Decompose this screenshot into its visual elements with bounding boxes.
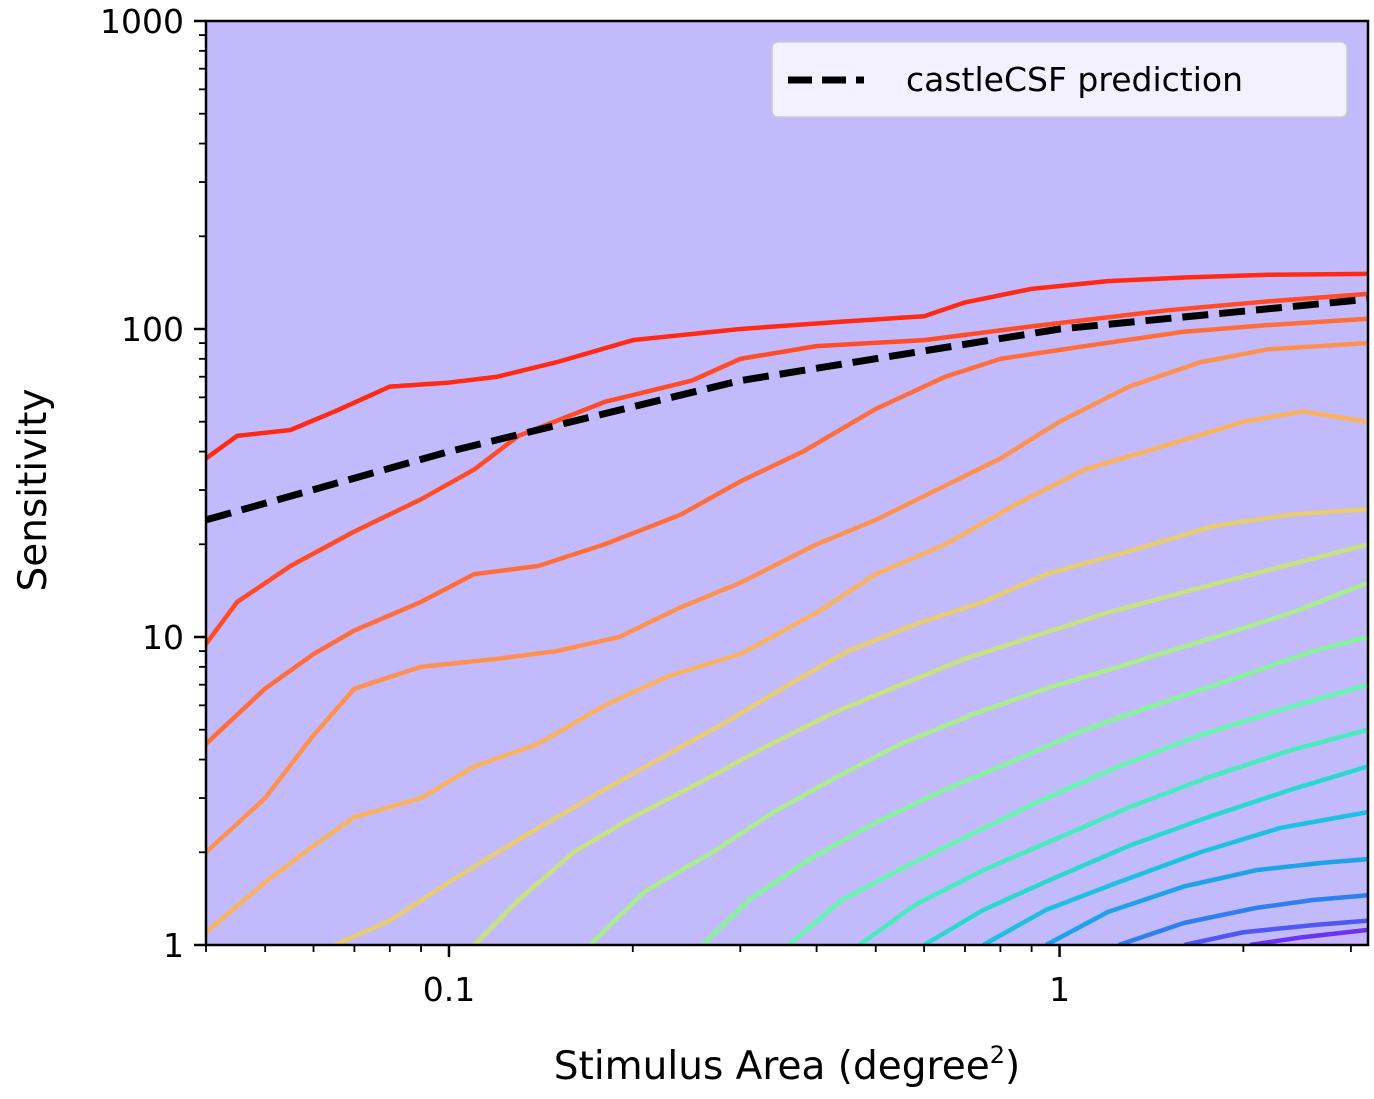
contour-line-2: [206, 316, 1368, 746]
contour-line-8: [700, 634, 1368, 945]
contour-line-0: [206, 271, 1368, 461]
contour-lines: [206, 271, 1368, 945]
legend-box: [771, 41, 1348, 118]
plot-frame: [204, 19, 1370, 947]
contour-line-13: [1044, 856, 1368, 945]
y-tick-label: 1000: [100, 2, 184, 41]
contour-line-5: [333, 506, 1368, 945]
contour-fill-16: [206, 21, 1368, 945]
prediction-series: [206, 295, 1368, 524]
y-axis-label: Sensitivity: [11, 388, 56, 591]
contour-line-3: [206, 340, 1368, 854]
contour-line-9: [787, 682, 1368, 945]
contour-line-16: [1249, 927, 1368, 945]
contour-line-1: [206, 291, 1368, 646]
y-tick-label: 100: [121, 310, 184, 349]
contour-line-12: [982, 809, 1368, 945]
contour-line-11: [922, 764, 1368, 945]
axis-ticks: [194, 19, 1352, 957]
legend-entry: castleCSF prediction: [906, 60, 1243, 99]
contour-line-6: [472, 542, 1368, 945]
contour-line-14: [1118, 893, 1368, 945]
axis-tick-labels: 1 10 100 1000 0.1 1: [100, 2, 1070, 1009]
contour-line-7: [588, 580, 1368, 945]
legend: castleCSF prediction: [771, 41, 1348, 118]
contour-line-10: [858, 727, 1368, 945]
y-tick-label: 10: [142, 618, 184, 657]
contour-line-15: [1183, 918, 1368, 945]
contour-line-4: [206, 409, 1368, 934]
contour-fills: [206, 21, 1368, 945]
x-tick-label: 0.1: [423, 970, 475, 1009]
y-tick-label: 1: [163, 926, 184, 965]
prediction-line: [206, 295, 1368, 524]
x-axis-label: Stimulus Area (degree2): [554, 1041, 1020, 1089]
x-tick-label: 1: [1049, 970, 1070, 1009]
